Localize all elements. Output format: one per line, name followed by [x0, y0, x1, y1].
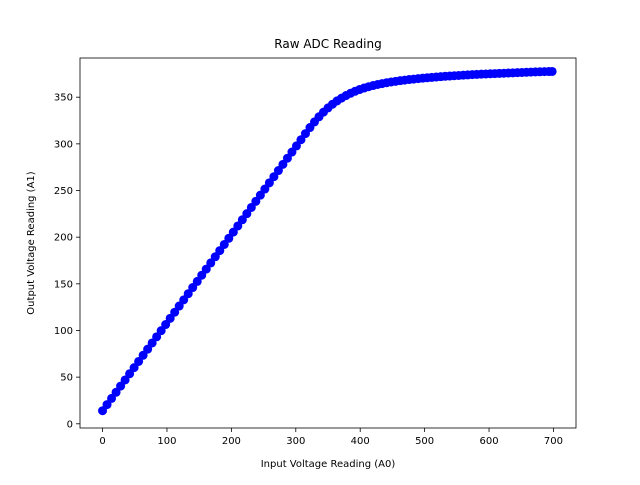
data-point: [287, 147, 297, 157]
plot-frame: [79, 57, 577, 429]
x-axis-label: Input Voltage Reading (A0): [261, 459, 396, 470]
data-point: [547, 66, 557, 76]
data-point: [255, 190, 265, 200]
data-point: [264, 178, 274, 188]
x-tick-label: 100: [157, 436, 176, 447]
data-point: [269, 172, 279, 182]
data-point: [174, 301, 184, 311]
data-point: [237, 215, 247, 225]
data-point: [201, 264, 211, 274]
data-point: [282, 153, 292, 163]
data-point: [138, 350, 148, 360]
data-point: [219, 239, 229, 249]
data-point: [161, 320, 171, 330]
y-tick-label: 150: [54, 279, 73, 290]
data-point: [206, 258, 216, 268]
y-tick-label: 50: [60, 373, 73, 384]
data-point: [192, 276, 202, 286]
y-tick-label: 0: [67, 419, 73, 430]
data-point: [260, 184, 270, 194]
x-tick-label: 300: [286, 436, 305, 447]
chart-title: Raw ADC Reading: [274, 37, 381, 51]
data-point: [291, 141, 301, 151]
data-point: [152, 332, 162, 342]
data-points: [98, 66, 557, 416]
data-point: [197, 270, 207, 280]
data-point: [242, 209, 252, 219]
y-tick-label: 350: [54, 93, 73, 104]
data-point: [147, 338, 157, 348]
data-point: [107, 393, 117, 403]
data-point: [125, 369, 135, 379]
data-point: [273, 166, 283, 176]
data-point: [228, 227, 238, 237]
data-point: [143, 344, 153, 354]
y-axis-label: Output Voltage Reading (A1): [26, 171, 37, 314]
data-point: [116, 381, 126, 391]
data-point: [188, 283, 198, 293]
x-tick-label: 600: [479, 436, 498, 447]
data-point: [183, 289, 193, 299]
data-point: [129, 363, 139, 373]
data-point: [102, 400, 112, 410]
data-point: [215, 246, 225, 256]
data-point: [134, 356, 144, 366]
y-tick-label: 300: [54, 139, 73, 150]
data-point: [278, 159, 288, 169]
data-point: [233, 221, 243, 231]
x-tick-label: 700: [544, 436, 563, 447]
data-point: [224, 233, 234, 243]
x-tick-label: 400: [351, 436, 370, 447]
data-point: [179, 295, 189, 305]
y-axis-ticks: 0 50 100 150 200 250 300 350: [54, 93, 80, 430]
data-point: [98, 406, 108, 416]
data-point: [246, 202, 256, 212]
data-point: [111, 387, 121, 397]
y-tick-label: 200: [54, 233, 73, 244]
y-tick-label: 250: [54, 186, 73, 197]
y-tick-label: 100: [54, 326, 73, 337]
data-point: [296, 135, 306, 145]
x-tick-label: 200: [222, 436, 241, 447]
data-point: [156, 326, 166, 336]
x-tick-label: 0: [99, 436, 105, 447]
x-tick-label: 500: [415, 436, 434, 447]
x-axis-ticks: 0 100 200 300 400 500 600 700: [99, 428, 563, 447]
data-point: [251, 196, 261, 206]
data-point: [210, 252, 220, 262]
data-point: [170, 307, 180, 317]
data-point: [165, 313, 175, 323]
data-point: [120, 375, 130, 385]
